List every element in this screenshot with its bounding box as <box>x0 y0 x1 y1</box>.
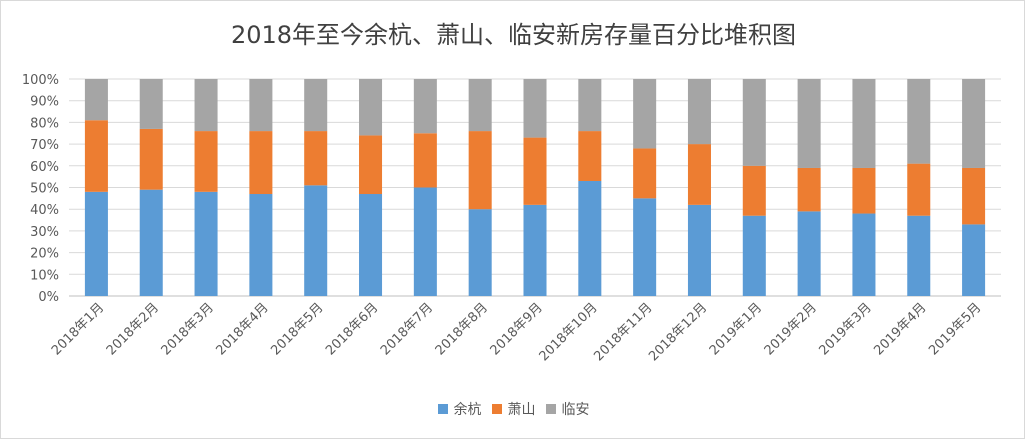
y-tick-label: 40% <box>30 203 59 218</box>
bar-segment-linan <box>578 79 602 132</box>
bar-segment-yuhang <box>852 213 876 296</box>
bar-segment-yuhang <box>304 185 328 296</box>
x-tick-label: 2018年6月 <box>323 300 381 358</box>
x-tick-label: 2019年1月 <box>707 300 765 358</box>
bar-segment-xiaoshan <box>359 135 383 195</box>
bar-segment-xiaoshan <box>633 148 657 199</box>
y-tick-label: 30% <box>30 225 59 240</box>
x-tick-label: 2018年1月 <box>49 300 107 358</box>
bar-segment-xiaoshan <box>907 163 931 216</box>
legend-label-yuhang: 余杭 <box>453 402 482 418</box>
y-tick-label: 100% <box>22 73 59 88</box>
bar-segment-xiaoshan <box>578 131 602 181</box>
bar-segment-yuhang <box>468 209 492 296</box>
bar-segment-yuhang <box>687 204 711 296</box>
legend-label-linan: 临安 <box>561 402 590 418</box>
bar-segment-xiaoshan <box>194 131 218 192</box>
bar-segment-linan <box>249 79 273 132</box>
x-tick-label: 2018年9月 <box>488 300 546 358</box>
bar-segment-yuhang <box>742 215 766 296</box>
bar-segment-linan <box>468 79 492 132</box>
bar-segment-linan <box>852 79 876 168</box>
x-tick-label: 2018年5月 <box>268 300 326 358</box>
y-tick-label: 80% <box>30 116 59 131</box>
bar-segment-yuhang <box>359 194 383 296</box>
bar-segment-linan <box>139 79 163 129</box>
y-tick-label: 90% <box>30 95 59 110</box>
bar-segment-linan <box>962 79 986 168</box>
bar-segment-yuhang <box>523 204 547 296</box>
x-tick-label: 2019年4月 <box>871 300 929 358</box>
bar-segment-yuhang <box>907 215 931 296</box>
bar-segment-yuhang <box>84 191 108 296</box>
x-tick-label: 2018年3月 <box>159 300 217 358</box>
bar-segment-xiaoshan <box>84 120 108 192</box>
x-tick-label: 2018年4月 <box>213 300 271 358</box>
bar-segment-linan <box>413 79 437 134</box>
y-tick-label: 50% <box>30 182 59 197</box>
legend-swatch-linan <box>545 404 556 414</box>
bar-segment-linan <box>907 79 931 164</box>
x-tick-label: 2018年12月 <box>646 300 710 364</box>
bar-segment-yuhang <box>249 194 273 296</box>
bar-segment-yuhang <box>413 187 437 296</box>
bar-segment-xiaoshan <box>742 165 766 216</box>
bar-segment-linan <box>84 79 108 121</box>
bar-segment-linan <box>194 79 218 132</box>
bar-segment-linan <box>687 79 711 145</box>
bar-segment-xiaoshan <box>468 131 492 210</box>
bar-segment-xiaoshan <box>797 167 821 212</box>
bar-segment-xiaoshan <box>304 131 328 186</box>
y-tick-label: 60% <box>30 160 59 175</box>
bar-segment-xiaoshan <box>962 167 986 225</box>
legend-item-linan[interactable]: 临安 <box>545 399 590 419</box>
bar-segment-linan <box>797 79 821 168</box>
bar-segment-yuhang <box>797 211 821 296</box>
bar-segment-yuhang <box>962 224 986 296</box>
bar-segment-linan <box>359 79 383 136</box>
bar-segment-xiaoshan <box>249 131 273 195</box>
bar-segment-yuhang <box>633 198 657 296</box>
bar-segment-xiaoshan <box>523 137 547 205</box>
legend: 余杭 萧山 临安 <box>1 399 1025 419</box>
x-tick-label: 2019年3月 <box>817 300 875 358</box>
bar-segment-yuhang <box>194 191 218 296</box>
chart-title: 2018年至今余杭、萧山、临安新房存量百分比堆积图 <box>230 21 797 49</box>
legend-swatch-xiaoshan <box>491 404 502 414</box>
bar-segment-linan <box>633 79 657 149</box>
bar-segment-xiaoshan <box>852 167 876 214</box>
legend-item-yuhang[interactable]: 余杭 <box>437 399 482 419</box>
bar-segment-linan <box>523 79 547 138</box>
y-tick-label: 0% <box>38 290 59 305</box>
legend-swatch-yuhang <box>437 404 448 414</box>
x-tick-label: 2019年5月 <box>926 300 984 358</box>
bar-segment-linan <box>304 79 328 132</box>
x-tick-label: 2018年2月 <box>104 300 162 358</box>
x-tick-label: 2019年2月 <box>762 300 820 358</box>
x-tick-label: 2018年7月 <box>378 300 436 358</box>
bar-segment-xiaoshan <box>687 144 711 205</box>
legend-item-xiaoshan[interactable]: 萧山 <box>491 399 536 419</box>
x-tick-label: 2018年8月 <box>433 300 491 358</box>
bar-segment-xiaoshan <box>139 128 163 190</box>
y-tick-label: 10% <box>30 268 59 283</box>
bar-segment-xiaoshan <box>413 133 437 188</box>
bar-segment-yuhang <box>139 189 163 296</box>
y-tick-label: 20% <box>30 247 59 262</box>
legend-label-xiaoshan: 萧山 <box>507 402 536 418</box>
bar-segment-linan <box>742 79 766 166</box>
bar-segment-yuhang <box>578 180 602 296</box>
y-tick-label: 70% <box>30 138 59 153</box>
